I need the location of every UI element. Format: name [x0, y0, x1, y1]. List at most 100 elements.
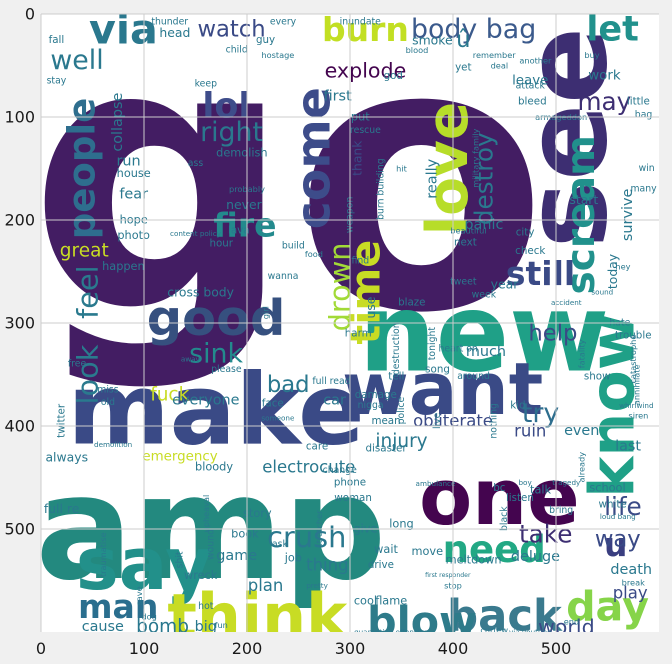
word-please: please	[211, 364, 242, 375]
word-see: see	[500, 27, 632, 248]
word-via: via	[89, 5, 158, 53]
word-burn-building: burn building	[375, 158, 386, 220]
word-around: around	[457, 371, 490, 382]
word-injury: injury	[375, 431, 427, 452]
word-one: one	[419, 453, 580, 543]
word-panic: panic	[464, 217, 503, 233]
word-work: work	[588, 68, 621, 83]
word-scream: scream	[559, 135, 604, 294]
word-rescue: rescue	[350, 125, 381, 136]
word-thank: thank	[350, 140, 365, 176]
word-little: little	[627, 96, 650, 108]
word-body-bag: body bag	[411, 14, 536, 45]
x-tick-label: 200	[232, 639, 263, 658]
word-drive: drive	[368, 559, 394, 571]
word-today: today	[605, 254, 620, 289]
word-fall: fall	[49, 34, 65, 46]
word-long: long	[389, 517, 413, 530]
word-away: away	[181, 355, 201, 364]
word-leave: leave	[512, 73, 548, 88]
word-head: head	[159, 25, 190, 40]
word-bomb: bomb	[136, 616, 189, 637]
word-annihilate: annihilate	[631, 364, 641, 405]
word-never: never	[226, 197, 262, 212]
word-disaster: disaster	[366, 443, 408, 455]
word-explode: explode	[325, 59, 407, 83]
word-burn: burn	[322, 10, 409, 49]
word-hostage: hostage	[261, 50, 294, 60]
word-man: man	[78, 587, 158, 626]
word-crush: crush	[267, 520, 346, 554]
word-way: way	[595, 526, 641, 552]
y-tick-label: 0	[25, 5, 35, 24]
word-fuck: fuck	[150, 385, 189, 406]
word-bc: bc	[493, 482, 506, 494]
y-tick-label: 300	[4, 314, 35, 333]
word-siren: siren	[628, 411, 648, 421]
word-fire: fire	[213, 206, 276, 245]
word-flame: flame	[375, 595, 407, 608]
word-military-family: military family	[471, 128, 481, 187]
word-upheaval: upheaval	[201, 495, 211, 533]
word-emergency: emergency	[142, 449, 217, 464]
word-first: first	[324, 88, 352, 104]
word-school: school	[589, 481, 625, 494]
word-food: food	[305, 249, 323, 259]
word-cross-body: cross body	[167, 285, 234, 300]
word-care: care	[306, 441, 328, 453]
word-blaze: blaze	[398, 296, 425, 308]
word-nothing: nothing	[489, 403, 500, 439]
word-break: break	[622, 578, 645, 588]
word-people: people	[61, 98, 104, 240]
word-take: take	[519, 520, 572, 549]
word-ruin: ruin	[514, 422, 546, 441]
y-tick-label: 100	[4, 108, 35, 127]
word-police: police	[396, 396, 407, 424]
word-someone: someone	[261, 413, 295, 422]
word-love: love	[415, 102, 481, 236]
word-may: may	[578, 87, 632, 116]
word-heart-on: heart on	[438, 343, 477, 354]
word-bloody: bloody	[195, 461, 233, 474]
word-survive: survive	[620, 188, 636, 241]
word-good: good	[147, 289, 286, 347]
word-many: many	[630, 184, 657, 195]
word-fun: fun	[215, 620, 228, 630]
word-show: show	[584, 371, 611, 383]
word-catastrophe: catastrophe	[628, 335, 638, 384]
word-life: life	[604, 492, 642, 521]
word-win: win	[639, 163, 655, 174]
word-attack: attack	[516, 81, 546, 92]
word-woman: woman	[334, 492, 372, 504]
word-much: much	[466, 344, 506, 360]
word-nigga: nigga	[358, 400, 384, 411]
word-house: house	[117, 167, 151, 180]
word-hot: hot	[198, 601, 214, 612]
word-blow: blow	[367, 598, 477, 646]
word-check: check	[515, 245, 545, 257]
word-miss: miss	[97, 384, 118, 395]
word-well: well	[50, 45, 103, 76]
word-big: big	[195, 619, 217, 635]
x-tick-label: 100	[129, 639, 160, 658]
word-via-youtube: via youtube	[509, 628, 552, 637]
word-know: know	[577, 313, 649, 498]
word-old: old	[101, 397, 115, 408]
word-traumatise: traumatise	[98, 532, 108, 577]
word-hour: hour	[209, 238, 233, 250]
word-wreck: wreck	[184, 569, 218, 582]
word-try: try	[522, 398, 560, 429]
x-tick-label: 0	[36, 639, 46, 658]
word-week: week	[472, 290, 497, 301]
word-content-policy: content policy	[170, 229, 222, 238]
word-wound: wound	[205, 529, 216, 560]
word-end: end	[564, 617, 579, 627]
word-mean: mean	[371, 415, 400, 427]
x-tick-label: 500	[541, 639, 572, 658]
word-look: look	[70, 344, 104, 404]
word-fear: fear	[119, 186, 148, 202]
word-game: game	[216, 548, 257, 564]
word-demolish: demolish	[216, 147, 267, 160]
word-thunder: thunder	[151, 17, 188, 28]
word-curfew: curfew	[480, 625, 508, 635]
